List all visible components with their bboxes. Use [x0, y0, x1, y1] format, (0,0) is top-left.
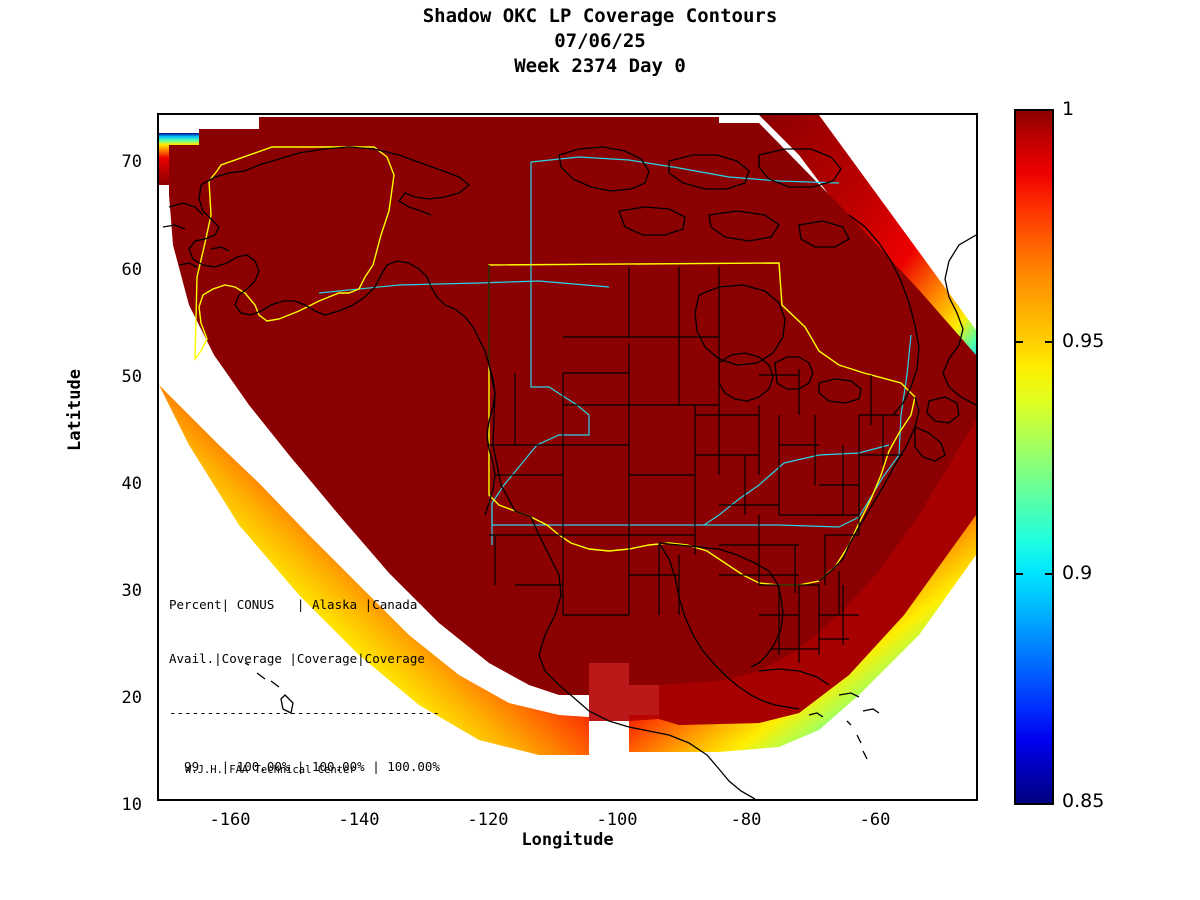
title-line-3: Week 2374 Day 0: [514, 55, 686, 77]
map-canvas: Percent| CONUS | Alaska |Canada Avail.|C…: [159, 115, 976, 799]
ytick-label-70: 70: [121, 152, 142, 172]
map-plot-area: Percent| CONUS | Alaska |Canada Avail.|C…: [157, 113, 978, 801]
coverage-map-svg: [159, 115, 976, 799]
ytick-label-10: 10: [121, 795, 142, 815]
colorbar-label-0-95: 0.95: [1062, 330, 1105, 352]
colorbar-tick-0-9-right: [1045, 573, 1054, 575]
colorbar-gradient: [1014, 109, 1054, 805]
colorbar: [1014, 109, 1054, 805]
colorbar-label-1: 1: [1062, 98, 1075, 120]
xtick-label--100: -100: [596, 810, 638, 830]
title-line-1: Shadow OKC LP Coverage Contours: [422, 5, 778, 27]
xtick-label--120: -120: [467, 810, 509, 830]
ytick-label-20: 20: [121, 688, 142, 708]
stats-header-1: Percent| CONUS | Alaska |Canada: [169, 597, 418, 612]
colorbar-label-0-85: 0.85: [1062, 790, 1105, 812]
xtick-label--140: -140: [338, 810, 380, 830]
stats-row-99: 99 | 100.00% | 100.00% | 100.00%: [169, 759, 440, 774]
coverage-inner-ring-2: [659, 420, 976, 725]
xtick-label--160: -160: [209, 810, 251, 830]
stats-header-2: Avail.|Coverage |Coverage|Coverage: [169, 651, 425, 666]
plot-title: Shadow OKC LP Coverage Contours 07/06/25…: [0, 4, 1200, 79]
title-line-2: 07/06/25: [554, 30, 646, 52]
colorbar-tick-0-95-right: [1045, 341, 1054, 343]
xtick-label--80: -80: [730, 810, 762, 830]
colorbar-label-0-9: 0.9: [1062, 562, 1093, 584]
x-axis-title: Longitude: [521, 830, 614, 850]
y-axis-title: Latitude: [65, 369, 85, 451]
ytick-label-50: 50: [121, 367, 142, 387]
colorbar-tick-0-95-left: [1014, 341, 1023, 343]
canada-border-lines: [318, 156, 912, 545]
colorbar-tick-0-9-left: [1014, 573, 1023, 575]
credit-text: W.J.H. FAA Technical Center WAAS Test Te…: [185, 738, 356, 799]
coverage-inner-ring: [589, 663, 659, 721]
ytick-label-30: 30: [121, 581, 142, 601]
stats-separator: ------------------------------------: [169, 705, 440, 720]
credit-line-1: W.J.H. FAA Technical Center: [185, 764, 356, 776]
us-state-boundaries: [487, 267, 903, 663]
coastline-outlines: [162, 146, 976, 799]
ytick-label-60: 60: [121, 260, 142, 280]
coverage-stats-table: Percent| CONUS | Alaska |Canada Avail.|C…: [169, 560, 440, 799]
ytick-label-40: 40: [121, 474, 142, 494]
xtick-label--60: -60: [859, 810, 891, 830]
